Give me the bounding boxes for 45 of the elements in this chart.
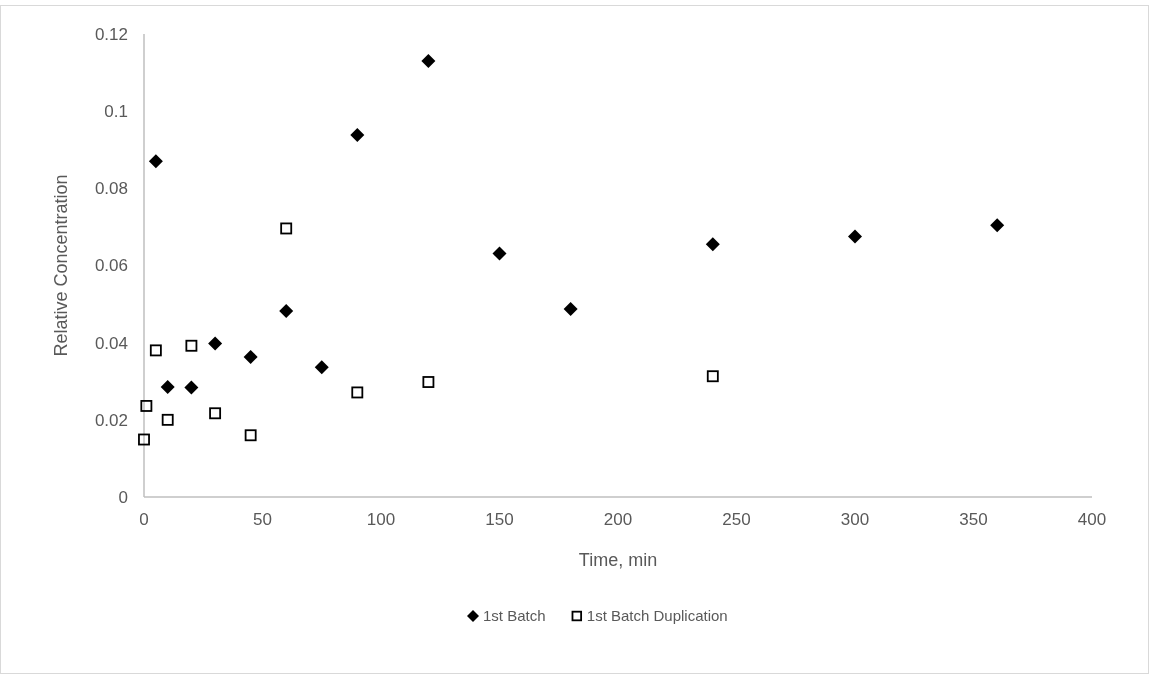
y-tick-label: 0.1: [104, 102, 128, 122]
y-axis-title: Relative Concentration: [51, 174, 71, 357]
point: [279, 304, 294, 319]
point: [208, 336, 223, 351]
point: [148, 154, 163, 169]
point: [244, 429, 257, 442]
x-tick-label: 100: [366, 510, 396, 529]
x-tick-label: 150: [485, 510, 514, 529]
legend-label: 1st Batch: [483, 607, 546, 625]
point: [848, 229, 862, 244]
point: [314, 360, 329, 375]
x-tick-label: 200: [603, 510, 633, 529]
point: [421, 54, 436, 69]
x-tick-label: 250: [722, 510, 751, 529]
x-tick-label: 350: [959, 510, 988, 529]
x-tick-label: 0: [139, 510, 149, 529]
point: [705, 237, 720, 252]
y-tick-label: 0: [118, 487, 128, 507]
point: [350, 128, 365, 143]
point: [243, 349, 258, 364]
point: [149, 344, 162, 357]
point: [140, 400, 153, 412]
legend-label: 1st Batch Duplication: [586, 607, 728, 625]
point: [351, 386, 364, 399]
y-tick-label: 0.04: [94, 333, 128, 353]
point: [706, 370, 719, 383]
y-tick-label: 0.06: [94, 256, 128, 276]
point: [422, 376, 435, 388]
point: [209, 407, 222, 420]
point: [160, 380, 175, 395]
point: [184, 380, 199, 395]
x-tick-label: 300: [840, 510, 870, 529]
point: [492, 246, 507, 261]
point: [161, 413, 174, 426]
point: [138, 433, 150, 446]
point: [280, 222, 293, 235]
y-tick-label: 0.08: [94, 179, 128, 199]
x-axis-title: Time, min: [578, 550, 658, 570]
point: [185, 339, 198, 352]
point: [990, 218, 1005, 233]
y-tick-label: 0.12: [94, 24, 128, 44]
y-tick-label: 0.02: [94, 410, 128, 430]
x-tick-label: 400: [1077, 510, 1107, 529]
point: [563, 302, 578, 317]
x-tick-label: 50: [253, 510, 272, 529]
